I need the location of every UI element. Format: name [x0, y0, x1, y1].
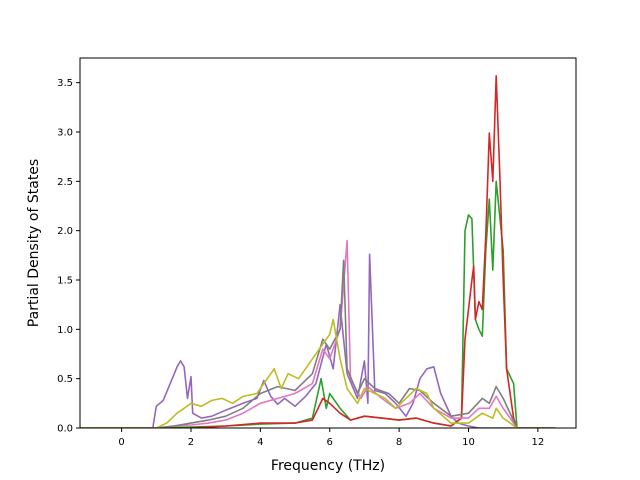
plot-frame: [79, 57, 577, 429]
y-axis-ticks: 0.0 0.5 1.0 1.5 2.0 2.5 3.0 3.5: [57, 78, 80, 435]
y-axis-label: Partial Density of States: [26, 159, 42, 327]
y-tick-label: 3.0: [57, 128, 73, 139]
y-tick-label: 1.0: [57, 325, 73, 336]
x-tick-label: 12: [531, 437, 544, 448]
y-tick-label: 1.5: [57, 276, 73, 287]
x-axis-label: Frequency (THz): [271, 458, 385, 474]
series-line-0: [80, 253, 556, 428]
series-layer: [80, 75, 556, 428]
x-tick-label: 2: [188, 437, 194, 448]
series-line-4: [80, 259, 556, 428]
y-tick-label: 0.5: [57, 374, 73, 385]
x-tick-label: 4: [257, 437, 263, 448]
y-tick-label: 2.0: [57, 226, 73, 237]
series-line-5: [80, 318, 556, 428]
y-tick-label: 0.0: [57, 424, 73, 435]
y-tick-label: 2.5: [57, 177, 73, 188]
x-tick-label: 6: [327, 437, 333, 448]
x-tick-label: 8: [396, 437, 402, 448]
x-tick-label: 10: [462, 437, 475, 448]
x-axis-ticks: 0 2 4 6 8 10 12: [118, 428, 544, 448]
series-line-1: [80, 180, 556, 428]
x-tick-label: 0: [118, 437, 124, 448]
y-tick-label: 3.5: [57, 78, 73, 89]
